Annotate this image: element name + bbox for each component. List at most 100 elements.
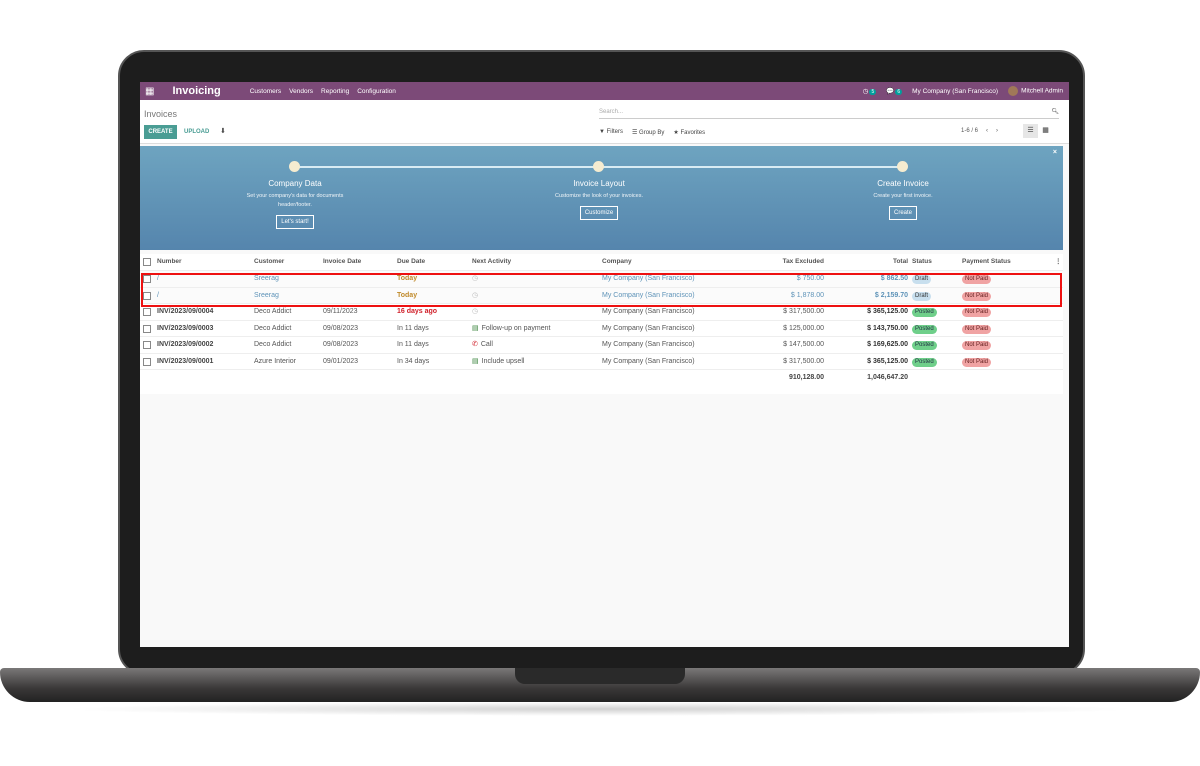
row-checkbox[interactable] bbox=[143, 291, 151, 300]
col-number[interactable]: Number bbox=[157, 258, 182, 265]
col-total[interactable]: Total bbox=[892, 258, 908, 265]
cell-number: INV/2023/09/0001 bbox=[157, 357, 214, 365]
table-row[interactable]: INV/2023/09/0001 Azure Interior 09/01/20… bbox=[140, 354, 1063, 370]
cell-number: / bbox=[157, 291, 159, 299]
col-status[interactable]: Status bbox=[912, 258, 932, 265]
pager-value[interactable]: 1-6 / 6 bbox=[961, 128, 979, 134]
cell-invoice-date: 09/11/2023 bbox=[323, 308, 358, 315]
col-due-date[interactable]: Due Date bbox=[397, 258, 426, 265]
filter-icon: ▼ bbox=[599, 129, 605, 135]
cell-due-date: In 11 days bbox=[397, 324, 429, 332]
highlight-box bbox=[141, 273, 1062, 307]
company-switcher[interactable]: My Company (San Francisco) bbox=[912, 87, 999, 95]
chat-icon: 💬 bbox=[886, 88, 895, 95]
table-row[interactable]: / Sreerag Today ◷ My Company (San Franci… bbox=[140, 271, 1063, 288]
close-icon[interactable]: × bbox=[1052, 149, 1057, 156]
cell-tax-excluded: $ 317,500.00 bbox=[783, 308, 824, 315]
search-icon[interactable]: 🔍︎ bbox=[1051, 109, 1059, 115]
row-checkbox[interactable] bbox=[143, 341, 151, 349]
table-row[interactable]: INV/2023/09/0004 Deco Addict 09/11/2023 … bbox=[140, 304, 1063, 321]
cell-next-activity[interactable]: ▤ Include upsell bbox=[472, 354, 524, 370]
cell-next-activity[interactable]: ▤ Follow-up on payment bbox=[472, 321, 551, 337]
col-next-activity[interactable]: Next Activity bbox=[472, 258, 512, 265]
step-title: Company Data bbox=[268, 179, 322, 188]
app-title[interactable]: Invoicing bbox=[172, 85, 221, 97]
totals-row: 910,128.00 1,046,647.20 bbox=[140, 370, 1063, 387]
row-checkbox[interactable] bbox=[143, 357, 151, 366]
filters-button[interactable]: ▼ Filters bbox=[599, 129, 623, 136]
activity-button[interactable]: ◷ 5 bbox=[863, 87, 877, 95]
col-tax-excluded[interactable]: Tax Excluded bbox=[782, 258, 824, 265]
total-tax-excluded: 910,128.00 bbox=[788, 374, 824, 381]
cell-due-date: Today bbox=[397, 275, 418, 282]
select-all-checkbox[interactable] bbox=[143, 258, 151, 266]
row-checkbox[interactable] bbox=[143, 324, 151, 333]
user-menu[interactable]: Mitchell Admin bbox=[1008, 86, 1063, 96]
table-row[interactable]: / Sreerag Today ◷ My Company (San Franci… bbox=[140, 287, 1063, 304]
customize-button[interactable]: Customize bbox=[579, 206, 619, 220]
laptop-shadow bbox=[60, 702, 1140, 716]
col-payment-status[interactable]: Payment Status bbox=[962, 258, 1011, 265]
payment-status-badge: Not Paid bbox=[962, 324, 992, 334]
navbar: ▦ Invoicing Customers Vendors Reporting … bbox=[140, 82, 1069, 100]
menu-vendors[interactable]: Vendors bbox=[289, 87, 314, 95]
cell-next-activity[interactable]: ✆ Call bbox=[472, 337, 493, 353]
payment-status-badge: Not Paid bbox=[962, 357, 992, 367]
group-by-button[interactable]: ☰ Group By bbox=[632, 129, 664, 136]
table-row[interactable]: INV/2023/09/0002 Deco Addict 09/08/2023 … bbox=[140, 337, 1063, 354]
clock-icon: ◷ bbox=[472, 308, 479, 315]
create-button[interactable]: CREATE bbox=[144, 125, 177, 139]
table-row[interactable]: INV/2023/09/0003 Deco Addict 09/08/2023 … bbox=[140, 321, 1063, 337]
favorites-label: Favorites bbox=[680, 130, 706, 136]
row-checkbox[interactable] bbox=[143, 308, 151, 316]
cell-tax-excluded: $ 1,878.00 bbox=[790, 291, 824, 299]
breadcrumb: Invoices bbox=[144, 109, 178, 119]
messages-button[interactable]: 💬 6 bbox=[886, 87, 903, 95]
status-badge: Posted bbox=[912, 341, 937, 350]
total-amount: 1,046,647.20 bbox=[867, 374, 908, 381]
cell-company: My Company (San Francisco) bbox=[602, 275, 695, 282]
cell-next-activity[interactable]: ◷ bbox=[472, 304, 481, 320]
col-invoice-date[interactable]: Invoice Date bbox=[323, 258, 362, 265]
kanban-view-icon[interactable]: ▦ bbox=[1042, 127, 1049, 134]
group-by-label: Group By bbox=[639, 130, 665, 136]
optional-columns-icon[interactable]: ⋮ bbox=[1055, 258, 1062, 265]
activity-label: Include upsell bbox=[481, 357, 525, 365]
step-title: Invoice Layout bbox=[573, 179, 625, 188]
cell-due-date: In 11 days bbox=[397, 341, 429, 348]
cell-due-date: In 34 days bbox=[397, 357, 430, 365]
col-company[interactable]: Company bbox=[602, 258, 632, 265]
col-customer[interactable]: Customer bbox=[254, 258, 285, 265]
apps-menu-icon[interactable]: ▦ bbox=[145, 85, 155, 97]
avatar bbox=[1008, 86, 1019, 96]
upload-button[interactable]: UPLOAD bbox=[184, 129, 210, 135]
cell-customer: Deco Addict bbox=[254, 324, 292, 332]
pager-next-icon[interactable]: › bbox=[996, 128, 999, 134]
cell-company: My Company (San Francisco) bbox=[602, 308, 695, 315]
row-checkbox[interactable] bbox=[143, 275, 151, 283]
lets-start-button[interactable]: Let's start! bbox=[276, 215, 314, 229]
create-invoice-button[interactable]: Create bbox=[888, 206, 917, 220]
money-icon: ▤ bbox=[472, 324, 479, 332]
activity-badge: 5 bbox=[869, 89, 877, 95]
payment-status-badge: Not Paid bbox=[962, 308, 992, 317]
cell-customer: Sreerag bbox=[254, 291, 279, 299]
activity-label: Call bbox=[480, 341, 493, 348]
filters-label: Filters bbox=[606, 129, 623, 135]
step-description: Set your company's data for documents he… bbox=[246, 193, 344, 208]
cell-company: My Company (San Francisco) bbox=[602, 341, 695, 348]
menu-reporting[interactable]: Reporting bbox=[321, 87, 350, 95]
menu-customers[interactable]: Customers bbox=[249, 87, 282, 95]
pager-previous-icon[interactable]: ‹ bbox=[986, 128, 989, 134]
cell-next-activity[interactable]: ◷ bbox=[472, 288, 481, 304]
favorites-button[interactable]: ★ Favorites bbox=[673, 129, 705, 136]
list-view-icon[interactable]: ☰ bbox=[1023, 124, 1038, 138]
cell-next-activity[interactable]: ◷ bbox=[472, 271, 481, 287]
download-icon[interactable]: ⬇ bbox=[220, 128, 226, 135]
status-badge: Posted bbox=[912, 324, 937, 334]
menu-configuration[interactable]: Configuration bbox=[357, 87, 396, 95]
activity-label: Follow-up on payment bbox=[481, 324, 551, 332]
cell-invoice-date: 09/08/2023 bbox=[323, 324, 359, 332]
step-dot bbox=[897, 161, 908, 172]
search-input[interactable]: Search... 🔍︎ bbox=[599, 105, 1059, 119]
